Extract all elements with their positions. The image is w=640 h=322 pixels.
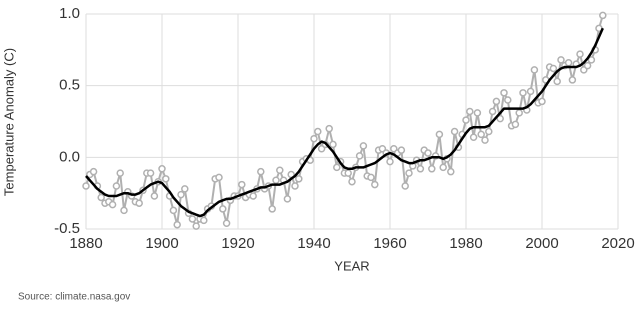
y-axis-label: Temperature Anomaly (C) (1, 48, 16, 196)
data-point (181, 185, 189, 193)
x-tick-label: 1880 (69, 235, 102, 252)
x-axis-label: YEAR (334, 258, 369, 273)
x-tick-label: 1940 (297, 235, 330, 252)
data-point (538, 97, 546, 106)
data-point (192, 222, 200, 230)
data-point (405, 169, 413, 177)
data-point (249, 192, 257, 200)
data-point (424, 149, 432, 157)
data-point (519, 89, 527, 97)
data-point (283, 195, 292, 203)
data-point (553, 77, 561, 86)
y-tick-label: 0.5 (59, 77, 80, 94)
data-point (257, 167, 265, 176)
data-point (162, 175, 170, 183)
data-point (549, 64, 558, 73)
data-point (435, 130, 444, 139)
x-tick-label: 1900 (145, 235, 178, 252)
data-point (447, 167, 455, 176)
data-point (169, 206, 178, 215)
data-point (200, 216, 208, 225)
data-point (310, 134, 318, 143)
data-point (219, 205, 227, 213)
data-point (576, 50, 584, 58)
data-point (348, 177, 356, 186)
smoothed-line (85, 27, 604, 218)
data-point (492, 97, 501, 106)
data-point (329, 140, 337, 149)
x-tick-label: 1920 (221, 235, 254, 252)
data-point (583, 61, 592, 70)
data-point (477, 130, 485, 139)
x-tick-label: 1980 (449, 235, 482, 252)
data-point (450, 127, 459, 136)
y-tick-label: -0.5 (54, 220, 80, 237)
data-point (496, 114, 504, 123)
data-point (150, 192, 159, 200)
data-point (276, 166, 284, 174)
data-point (511, 120, 520, 129)
data-point (135, 199, 143, 207)
data-point (428, 165, 436, 173)
data-point (530, 66, 539, 74)
data-point (333, 163, 341, 172)
data-point (568, 76, 577, 84)
data-point (397, 146, 406, 154)
data-point (504, 96, 512, 104)
data-point (295, 175, 303, 183)
y-tick-label: 0.0 (59, 148, 80, 165)
data-point (82, 182, 90, 190)
data-point (355, 152, 364, 160)
data-point (146, 169, 155, 177)
data-point (557, 56, 565, 64)
data-point (116, 169, 124, 177)
data-point (97, 193, 105, 202)
data-point (120, 206, 128, 215)
x-tick-label: 1960 (373, 235, 406, 252)
data-point (401, 182, 409, 190)
data-point (526, 87, 535, 96)
data-point (481, 136, 489, 144)
data-point (469, 133, 478, 142)
data-point (564, 58, 573, 67)
data-point (359, 142, 368, 150)
data-point (462, 116, 470, 124)
data-point (215, 173, 223, 182)
data-point (485, 127, 493, 136)
data-point (222, 219, 231, 228)
data-point (325, 124, 333, 133)
data-point (500, 89, 508, 97)
data-point (188, 215, 197, 223)
data-point (488, 107, 497, 116)
data-point (314, 127, 322, 136)
data-point (291, 182, 299, 190)
data-point (344, 169, 352, 177)
data-point (177, 190, 185, 199)
x-tick-label: 2000 (525, 235, 558, 252)
data-point (473, 109, 482, 117)
annual-line (85, 15, 604, 228)
data-point (238, 180, 246, 189)
data-point (158, 165, 166, 173)
data-point (112, 182, 121, 190)
data-point (268, 205, 276, 213)
data-point (587, 56, 596, 64)
y-tick-label: 1.0 (59, 5, 80, 22)
data-point (439, 163, 447, 172)
data-point (173, 220, 181, 229)
data-point (515, 109, 523, 117)
data-point (108, 200, 117, 209)
data-point (272, 176, 280, 185)
x-tick-label: 2020 (601, 235, 634, 252)
data-point (371, 180, 379, 189)
data-point (386, 157, 394, 166)
data-point (599, 11, 607, 20)
source-note: Source: climate.nasa.gov (18, 292, 130, 303)
data-point (89, 167, 98, 176)
data-point (416, 165, 425, 173)
data-point (367, 173, 375, 182)
data-point (466, 107, 474, 116)
